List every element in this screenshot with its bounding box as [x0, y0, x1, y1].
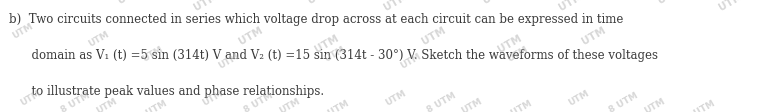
- Text: UTM: UTM: [382, 0, 409, 13]
- Text: UTM: UTM: [384, 89, 408, 108]
- Text: UTM: UTM: [323, 44, 347, 63]
- Text: UTM: UTM: [216, 52, 240, 71]
- Text: UTM: UTM: [11, 22, 35, 41]
- Text: UTM: UTM: [496, 33, 524, 55]
- Text: UTM: UTM: [314, 33, 341, 55]
- Text: UTM: UTM: [566, 89, 591, 108]
- Text: 8 UTM: 8 UTM: [319, 99, 351, 112]
- Text: UTM: UTM: [306, 0, 333, 5]
- Text: UTM: UTM: [399, 52, 423, 71]
- Text: b)  Two circuits connected in series which voltage drop across at each circuit c: b) Two circuits connected in series whic…: [9, 13, 623, 26]
- Text: UTM: UTM: [481, 0, 508, 5]
- Text: UTM: UTM: [505, 44, 530, 63]
- Text: UTM: UTM: [656, 0, 683, 5]
- Text: 8 UTM: 8 UTM: [684, 99, 716, 112]
- Text: UTM: UTM: [18, 89, 43, 108]
- Text: UTM: UTM: [460, 97, 484, 112]
- Text: UTM: UTM: [642, 97, 667, 112]
- Text: domain as V₁ (t) =5 sin (314t) V and V₂ (t) =15 sin (314t - 30°) V. Sketch the w: domain as V₁ (t) =5 sin (314t) V and V₂ …: [9, 49, 658, 62]
- Text: UTM: UTM: [140, 44, 164, 63]
- Text: UTM: UTM: [116, 0, 143, 5]
- Text: 8 UTM: 8 UTM: [136, 99, 168, 112]
- Text: UTM: UTM: [580, 25, 607, 47]
- Text: UTM: UTM: [94, 97, 119, 112]
- Text: 8 UTM: 8 UTM: [501, 99, 533, 112]
- Text: UTM: UTM: [201, 89, 225, 108]
- Text: UTM: UTM: [192, 0, 219, 13]
- Text: 8 UTM: 8 UTM: [243, 91, 275, 112]
- Text: UTM: UTM: [87, 30, 111, 49]
- Text: 8 UTM: 8 UTM: [60, 91, 92, 112]
- Text: 8 UTM: 8 UTM: [425, 91, 457, 112]
- Text: 8 UTM: 8 UTM: [608, 91, 640, 112]
- Text: UTM: UTM: [277, 97, 301, 112]
- Text: UTM: UTM: [237, 25, 265, 47]
- Text: UTM: UTM: [420, 25, 447, 47]
- Text: UTM: UTM: [717, 0, 744, 13]
- Text: to illustrate peak values and phase relationships.: to illustrate peak values and phase rela…: [9, 85, 324, 98]
- Text: UTM: UTM: [557, 0, 584, 13]
